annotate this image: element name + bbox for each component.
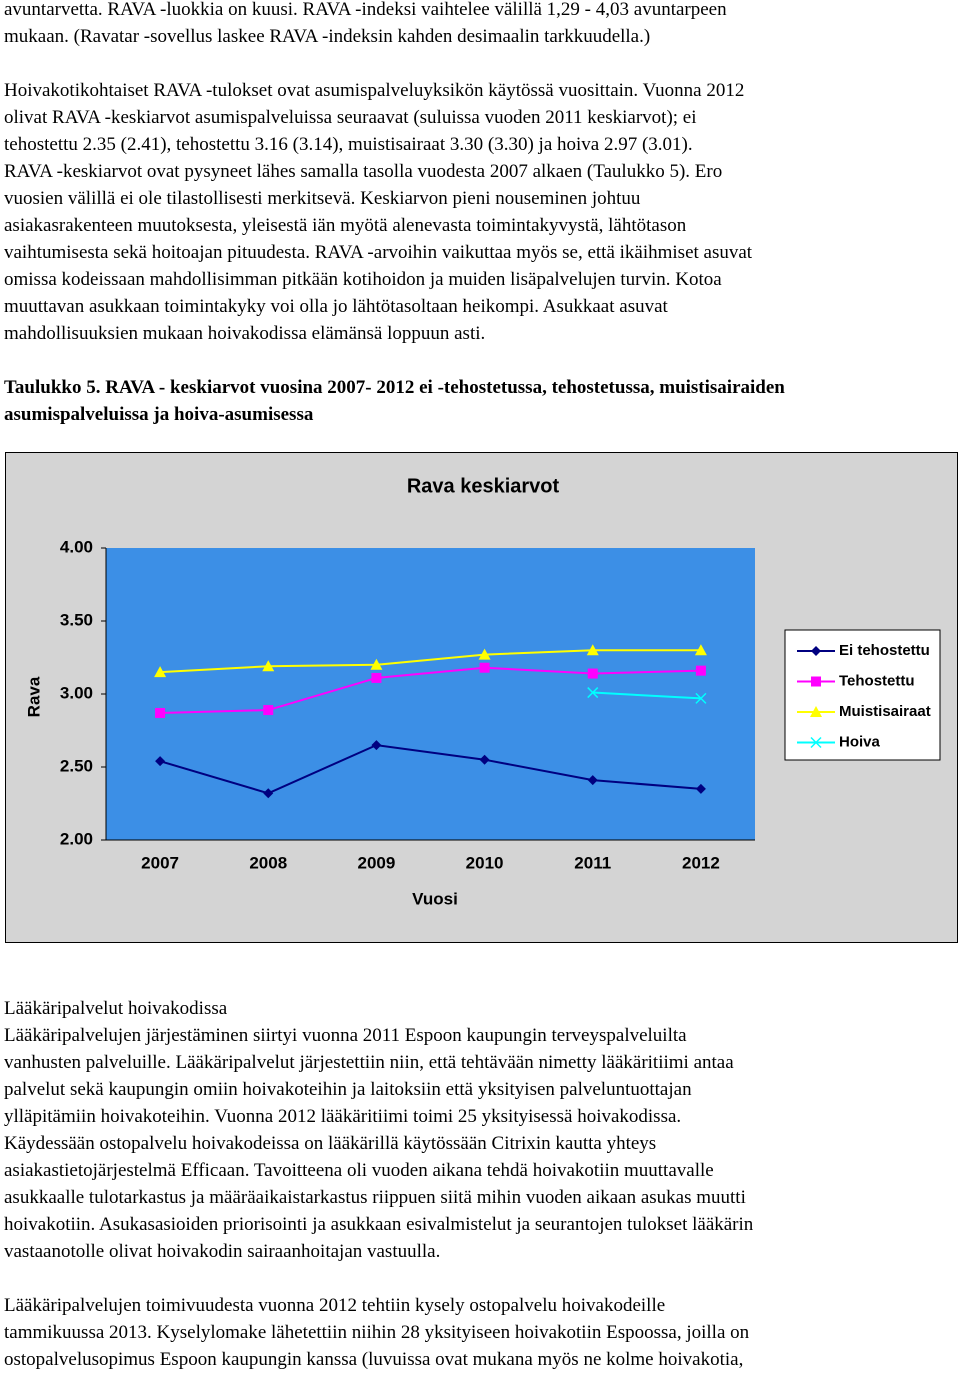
legend-label: Hoiva	[839, 733, 881, 750]
text-line: mahdollisuuksien mukaan hoivakodissa elä…	[4, 323, 486, 344]
x-axis-label: Vuosi	[412, 889, 458, 908]
marker	[695, 692, 707, 704]
marker	[479, 754, 490, 765]
marker	[810, 706, 822, 717]
text-line: asumispalveluissa ja hoiva-asumisessa	[4, 404, 314, 425]
text-line: ostopalvelusopimus Espoon kaupungin kans…	[4, 1349, 744, 1370]
marker	[370, 658, 383, 670]
paragraph: Hoivakotikohtaiset RAVA -tulokset ovat a…	[4, 77, 752, 347]
x-tick-label: 2010	[466, 853, 504, 872]
marker	[810, 736, 822, 749]
legend-label: Muistisairaat	[839, 703, 931, 720]
legend-label: Ei tehostettu	[839, 642, 930, 659]
text-line: Hoivakotikohtaiset RAVA -tulokset ovat a…	[4, 80, 745, 101]
text-line: hoivakotiin. Asukasasioiden priorisointi…	[4, 1214, 754, 1235]
paragraph: Lääkäripalvelut hoivakodissa Lääkäripalve…	[4, 995, 753, 1265]
text-line: Käydessään ostopalvelu hoivakodeissa on …	[4, 1133, 657, 1154]
text-line: vuosien välillä ei ole tilastollisesti m…	[4, 188, 641, 209]
y-tick-label: 4.00	[60, 537, 93, 556]
text-line: palvelut sekä kaupungin omiin hoivakotei…	[4, 1079, 692, 1100]
text-line: omissa kodeissaan mahdollisimman pitkään…	[4, 269, 722, 290]
y-tick-label: 3.00	[60, 683, 93, 702]
text-line: vanhusten palveluille. Lääkäripalvelut j…	[4, 1052, 734, 1073]
marker	[155, 707, 166, 718]
x-tick-label: 2011	[574, 853, 611, 872]
marker	[371, 740, 382, 751]
text-line: Lääkäripalvelujen järjestäminen siirtyi …	[4, 1025, 687, 1046]
text-line: asiakastietojärjestelmä Efficaan. Tavoit…	[4, 1160, 714, 1181]
series-line	[159, 744, 701, 795]
series-line	[160, 649, 701, 674]
paragraph: Lääkäripalvelujen toimivuudesta vuonna 2…	[4, 1292, 749, 1373]
marker	[587, 775, 598, 786]
x-tick-label: 2012	[682, 853, 720, 872]
marker	[371, 672, 382, 683]
text-line: asiakasrakenteen muutoksesta, yleisestä …	[4, 215, 687, 236]
marker	[155, 756, 166, 767]
y-tick-label: 3.50	[60, 610, 93, 629]
text-line: vastaanotolle olivat hoivakodin sairaanh…	[4, 1241, 441, 1262]
marker	[263, 705, 274, 716]
text-line: Taulukko 5. RAVA - keskiarvot vuosina 20…	[4, 377, 785, 398]
marker	[262, 660, 275, 672]
text-line: tammikuussa 2013. Kyselylomake lähetetti…	[4, 1322, 750, 1343]
marker	[811, 676, 821, 687]
plot-area	[106, 548, 755, 840]
y-tick-label: 2.50	[60, 756, 93, 775]
series-line	[160, 666, 701, 714]
marker	[478, 648, 491, 660]
text-line: asukkaalle tulotarkastus ja määräaikaist…	[4, 1187, 746, 1208]
marker	[694, 644, 707, 656]
text-line: avuntarvetta. RAVA -luokkia on kuusi. RA…	[4, 0, 727, 20]
marker	[695, 783, 706, 794]
marker	[811, 646, 821, 656]
text-line: muuttavan asukkaan toimintakyky voi olla…	[4, 296, 668, 317]
text-line: ylläpitämiin hoivakoteihin. Vuonna 2012 …	[4, 1106, 682, 1127]
chart: Rava keskiarvot Vuosi Rava 2.00 2.50 3.00 3…	[5, 452, 958, 943]
y-axis-label: Rava	[24, 676, 43, 717]
marker	[587, 668, 598, 679]
text-line: mukaan. (Ravatar -sovellus laskee RAVA -…	[4, 26, 651, 47]
x-tick-label: 2008	[249, 853, 287, 872]
paragraph: avuntarvetta. RAVA -luokkia on kuusi. RA…	[4, 0, 727, 50]
legend-label: Tehostettu	[839, 672, 915, 689]
marker	[587, 687, 599, 699]
marker	[695, 665, 706, 676]
text-line: tehostettu 2.35 (2.41), tehostettu 3.16 …	[4, 134, 693, 155]
marker	[154, 666, 167, 678]
marker	[586, 644, 599, 656]
caption: Taulukko 5. RAVA - keskiarvot vuosina 20…	[4, 374, 785, 428]
series-line	[592, 691, 701, 700]
text-line: Lääkäripalvelujen toimivuudesta vuonna 2…	[4, 1295, 666, 1316]
x-tick-label: 2009	[358, 853, 396, 872]
text-line: Lääkäripalvelut hoivakodissa	[4, 998, 228, 1019]
marker	[479, 662, 490, 673]
marker	[263, 788, 274, 799]
text-line: RAVA -keskiarvot ovat pysyneet lähes sam…	[4, 161, 723, 182]
text-line: vaihtumisesta sekä hoitoajan pituudesta.…	[4, 242, 753, 263]
y-tick-label: 2.00	[60, 829, 93, 848]
text-line: olivat RAVA -keskiarvot asumispalveluiss…	[4, 107, 697, 128]
x-tick-label: 2007	[141, 853, 179, 872]
chart-title: Rava keskiarvot	[407, 475, 560, 497]
